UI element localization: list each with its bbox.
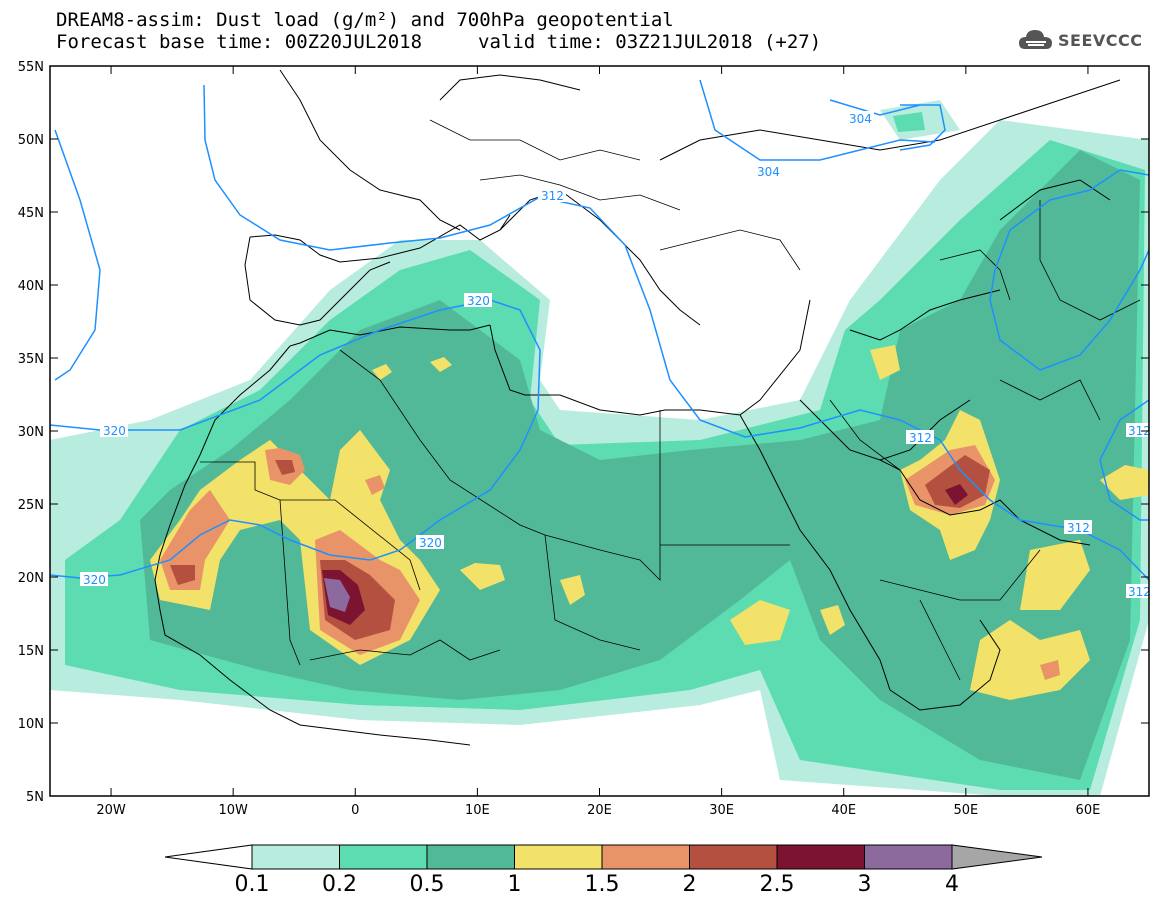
colorbar-low-arrow (164, 844, 253, 870)
base-time: Forecast base time: 00Z20JUL2018 (56, 31, 423, 53)
colorbar-label: 0.5 (410, 872, 445, 897)
y-tick-label: 25N (18, 498, 44, 513)
dust-layer (50, 100, 1149, 796)
colorbar-label: 3 (858, 872, 872, 897)
y-tick-label: 30N (18, 425, 44, 440)
coastlines (154, 69, 1121, 746)
colorbar-segment (251, 844, 340, 870)
colorbar-label: 0.1 (235, 872, 270, 897)
colorbar-label: 2 (683, 872, 697, 897)
dust-level-3 (324, 578, 350, 612)
y-tick-label: 40N (18, 279, 44, 294)
y-tick-label: 55N (18, 60, 44, 75)
colorbar-segment (864, 844, 953, 870)
x-tick-label: 40E (831, 803, 856, 818)
x-tick-label: 10W (218, 803, 248, 818)
y-tick-label: 10N (18, 717, 44, 732)
y-tick-label: 50N (18, 133, 44, 148)
colorbar: 0.1 0.2 0.5 1 1.5 2 2.5 3 4 (164, 844, 1043, 897)
x-tick-label: 20W (96, 803, 126, 818)
x-tick-label: 50E (953, 803, 978, 818)
contour-label: 312 (1128, 424, 1151, 438)
geopotential-contours (50, 79, 1149, 581)
colorbar-segment (339, 844, 428, 870)
colorbar-label: 1.5 (585, 872, 620, 897)
logo-text: SEEVCCC (1058, 30, 1143, 50)
contour-label: 320 (103, 424, 126, 438)
y-tick-label: 15N (18, 644, 44, 659)
contour-label: 320 (83, 573, 106, 587)
x-tick-label: 10E (465, 803, 490, 818)
contour-label: 320 (419, 536, 442, 550)
x-tick-label: 60E (1076, 803, 1101, 818)
y-tick-label: 35N (18, 352, 44, 367)
x-tick-label: 0 (351, 803, 359, 818)
colorbar-segment (514, 844, 603, 870)
contour-labels: 304 304 312 320 320 320 320 312 312 312 … (80, 111, 1151, 599)
contour-label: 312 (909, 431, 932, 445)
y-tick-label: 45N (18, 206, 44, 221)
contour-label: 304 (757, 165, 780, 179)
contour-label-304b: 304 (754, 164, 782, 179)
contour-label-304a: 304 (846, 111, 874, 126)
colorbar-segment (689, 844, 778, 870)
valid-time: valid time: 03Z21JUL2018 (+27) (478, 31, 822, 53)
colorbar-label: 2.5 (760, 872, 795, 897)
cloud-icon (1019, 30, 1052, 49)
axis-ticks: 20W 10W 0 10E 20E 30E 40E 50E 60E 55N 50N 45N 40N 35N… (18, 60, 1149, 818)
x-tick-label: 20E (587, 803, 612, 818)
x-tick-label: 30E (709, 803, 734, 818)
y-tick-label: 5N (26, 790, 44, 805)
colorbar-segment (776, 844, 865, 870)
colorbar-segment (601, 844, 690, 870)
colorbar-high-arrow (951, 844, 1043, 870)
colorbar-label: 4 (945, 872, 959, 897)
contour-label: 320 (467, 294, 490, 308)
contour-label: 312 (1128, 585, 1151, 599)
colorbar-label: 1 (508, 872, 522, 897)
borders (200, 119, 1141, 681)
colorbar-label: 0.2 (322, 872, 357, 897)
chart-title: DREAM8-assim: Dust load (g/m²) and 700hP… (56, 9, 674, 31)
y-tick-label: 20N (18, 571, 44, 586)
seevccc-logo: SEEVCCC (1018, 26, 1143, 54)
dust-patch-0.2-north (893, 112, 925, 132)
colorbar-segment (426, 844, 515, 870)
contour-label: 312 (541, 189, 564, 203)
contour-label: 304 (849, 112, 872, 126)
contour-label: 312 (1067, 521, 1090, 535)
